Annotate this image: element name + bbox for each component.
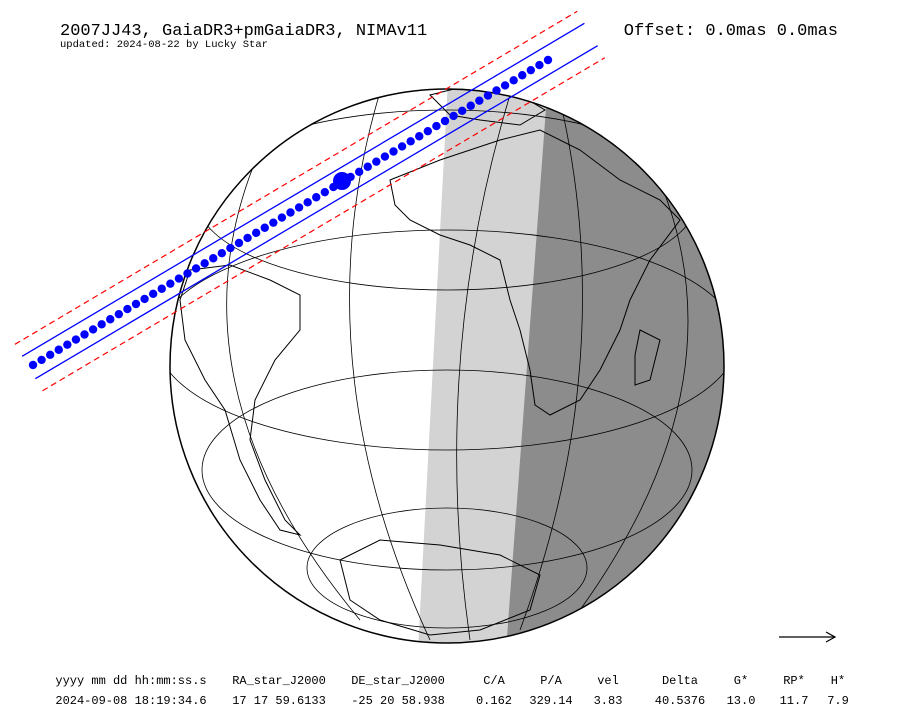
path-point	[475, 96, 484, 105]
path-point	[500, 81, 510, 90]
path-point	[71, 335, 81, 344]
path-point	[457, 106, 467, 116]
cell: 11.7	[780, 694, 809, 708]
shadow-limit	[34, 45, 598, 380]
path-point	[209, 254, 218, 263]
path-point	[320, 187, 330, 197]
path-point	[354, 167, 364, 177]
path-point	[37, 355, 46, 365]
path-point	[440, 116, 450, 126]
path-point	[106, 315, 115, 324]
path-point	[303, 198, 312, 207]
error-limit	[42, 57, 606, 392]
path-point	[277, 213, 287, 222]
path-point	[166, 279, 175, 288]
path-point	[509, 76, 518, 85]
globe	[170, 89, 724, 643]
path-point	[80, 330, 89, 339]
path-point	[131, 299, 141, 309]
cell: 3.83	[594, 694, 623, 708]
column-header: yyyy mm dd hh:mm:ss.s	[55, 674, 206, 688]
column-header: RA_star_J2000	[232, 674, 326, 688]
path-point	[483, 91, 493, 100]
path-point	[380, 152, 390, 161]
path-point	[54, 345, 63, 354]
column-header: H*	[831, 674, 845, 688]
closest-approach	[333, 172, 351, 190]
path-point	[535, 60, 544, 70]
path-point	[97, 320, 106, 329]
path-point	[543, 55, 553, 65]
path-point	[286, 208, 295, 217]
column-header: Delta	[662, 674, 698, 688]
offset: Offset: 0.0mas 0.0mas	[624, 22, 838, 41]
path-point	[415, 132, 424, 141]
path-point	[294, 203, 304, 212]
shadow-path-outside	[14, 10, 606, 392]
column-header: DE_star_J2000	[351, 674, 445, 688]
path-point	[226, 243, 235, 253]
path-point	[518, 71, 527, 80]
path-point	[423, 126, 433, 136]
column-header: RP*	[783, 674, 805, 688]
column-header: vel	[597, 674, 619, 688]
error-limit	[14, 10, 578, 345]
column-header: P/A	[540, 674, 562, 688]
column-header: G*	[734, 674, 748, 688]
path-point	[363, 162, 372, 171]
path-point	[217, 248, 227, 258]
path-point	[63, 340, 72, 349]
cell: 0.162	[476, 694, 512, 708]
path-point	[148, 289, 158, 299]
path-point	[260, 223, 269, 232]
path-point	[432, 121, 441, 131]
cell: 7.9	[827, 694, 849, 708]
path-point	[389, 147, 398, 156]
path-point	[372, 157, 381, 166]
path-point	[234, 238, 244, 248]
continents	[179, 89, 681, 636]
path-point	[251, 228, 261, 238]
path-point	[28, 360, 38, 370]
path-point	[200, 259, 209, 268]
path-point	[140, 294, 149, 304]
event-table: yyyy mm dd hh:mm:ss.s 2024-09-08 18:19:34…	[55, 674, 848, 708]
path-point	[492, 86, 501, 95]
path-point	[312, 193, 321, 202]
cell: -25 20 58.938	[351, 694, 445, 708]
path-point	[449, 111, 458, 121]
path-point	[269, 218, 278, 227]
cell: 13.0	[727, 694, 756, 708]
cell: 40.5376	[655, 694, 705, 708]
title: 2007JJ43, GaiaDR3+pmGaiaDR3, NIMAv11	[60, 22, 427, 41]
path-point	[114, 309, 124, 319]
subtitle: updated: 2024-08-22 by Lucky Star	[60, 39, 268, 51]
path-point	[88, 325, 98, 334]
path-point	[397, 142, 407, 151]
path-point	[123, 304, 132, 314]
direction-arrow	[779, 631, 837, 643]
path-point	[406, 137, 415, 146]
path-point	[174, 274, 184, 283]
path-point	[243, 233, 252, 243]
path-point	[526, 65, 536, 75]
path-point	[183, 269, 192, 278]
cell: 2024-09-08 18:19:34.6	[55, 694, 206, 708]
path-point	[191, 264, 201, 273]
cell: 329.14	[529, 694, 572, 708]
path-point	[466, 101, 475, 110]
path-point	[157, 284, 166, 293]
column-header: C/A	[483, 674, 505, 688]
shadow-limit	[21, 22, 585, 357]
path-point	[45, 350, 55, 360]
cell: 17 17 59.6133	[232, 694, 326, 708]
